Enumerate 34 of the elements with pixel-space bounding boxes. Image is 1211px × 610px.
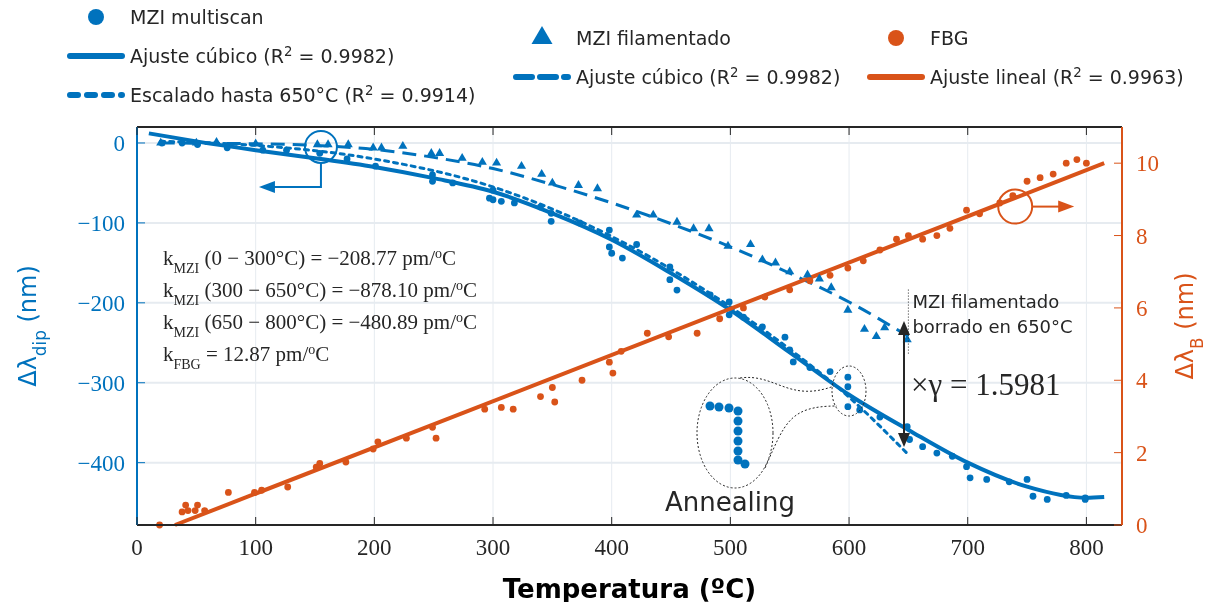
x-tick-label: 100 xyxy=(238,535,273,560)
y2-tick-label: 4 xyxy=(1136,368,1148,394)
annotation: MZI filamentado borrado en 650°C xyxy=(912,290,1073,337)
x-tick-label: 400 xyxy=(594,535,629,560)
y-tick-label: −300 xyxy=(77,370,125,396)
y-tick-label: −400 xyxy=(77,450,125,476)
y2-tick-label: 0 xyxy=(1136,513,1148,538)
annotation: k$_{MZI}$ (0 − 300°C) = −208.77 pm/$^{o}$C xyxy=(163,245,457,276)
annotation: k$_{MZI}$ (300 − 650°C) = −878.10 pm/$^{o}$C xyxy=(163,277,478,308)
annotation: Annealing xyxy=(664,487,796,517)
y-tick-label: −200 xyxy=(77,290,125,316)
annotation: k$_{FBG}$ = 12.87 pm/$^{o}$C xyxy=(163,341,330,372)
legend-label: MZI multiscan xyxy=(130,6,264,28)
legend-label: MZI filamentado xyxy=(576,27,731,49)
legend-label: Ajuste lineal (R$^{2}$ = 0.9963) xyxy=(930,64,1184,88)
x-tick-label: 0 xyxy=(131,535,143,560)
legend-label: Escalado hasta 650°C (R$^{2}$ = 0.9914) xyxy=(130,82,476,106)
x-tick-label: 700 xyxy=(950,535,985,560)
y2-tick-label: 6 xyxy=(1136,295,1148,321)
x-tick-label: 300 xyxy=(475,535,511,560)
annotation: ×γ = 1.5981 xyxy=(911,367,1061,402)
y2-tick-label: 2 xyxy=(1136,440,1148,466)
y-tick-label: −100 xyxy=(77,210,125,236)
y-tick-label: 0 xyxy=(113,130,125,156)
x-tick-label: 500 xyxy=(713,535,748,560)
x-tick-label: 800 xyxy=(1069,535,1104,560)
legend-label: FBG xyxy=(930,27,969,49)
x-tick-label: 600 xyxy=(831,535,867,560)
x-tick-label: 200 xyxy=(357,535,392,560)
y2-tick-label: 10 xyxy=(1136,151,1159,177)
legend-label: Ajuste cúbico (R$^{2}$ = 0.9982) xyxy=(130,43,395,67)
y2-tick-label: 8 xyxy=(1136,223,1148,249)
annotation: k$_{MZI}$ (650 − 800°C) = −480.89 pm/$^{o}$C xyxy=(163,309,478,340)
legend-label: Ajuste cúbico (R$^{2}$ = 0.9982) xyxy=(576,64,841,88)
